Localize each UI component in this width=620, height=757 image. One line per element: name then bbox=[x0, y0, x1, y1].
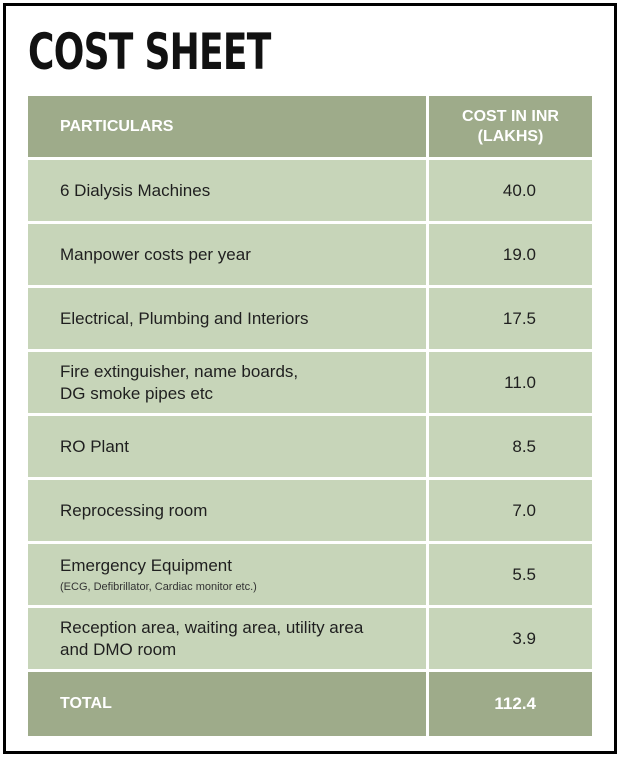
table-row-item: RO Plant bbox=[28, 416, 429, 480]
item-text-wrap: Reprocessing room bbox=[60, 500, 207, 522]
item-label: Reception area, waiting area, utility ar… bbox=[60, 617, 364, 637]
item-label: 6 Dialysis Machines bbox=[60, 180, 211, 200]
table-row-item: Reprocessing room bbox=[28, 480, 429, 544]
table-row-cost: 7.0 bbox=[429, 480, 592, 544]
total-value: 112.4 bbox=[429, 672, 592, 736]
header-cost-line1: COST IN INR bbox=[462, 107, 559, 125]
table-row-cost: 5.5 bbox=[429, 544, 592, 608]
item-text-wrap: Electrical, Plumbing and Interiors bbox=[60, 308, 309, 330]
item-text-wrap: 6 Dialysis Machines bbox=[60, 180, 210, 202]
page-title: COST SHEET bbox=[28, 23, 271, 81]
total-label: TOTAL bbox=[28, 672, 429, 736]
item-text-wrap: Emergency Equipment (ECG, Defibrillator, … bbox=[60, 555, 257, 595]
header-cost: COST IN INR (LAKHS) bbox=[429, 96, 592, 160]
item-text-wrap: Manpower costs per year bbox=[60, 244, 251, 266]
item-label: RO Plant bbox=[60, 436, 129, 456]
table-row-item: Reception area, waiting area, utility ar… bbox=[28, 608, 429, 672]
item-text-wrap: Reception area, waiting area, utility ar… bbox=[60, 617, 363, 661]
item-text-wrap: Fire extinguisher, name boards, DG smoke … bbox=[60, 361, 298, 405]
item-label: Manpower costs per year bbox=[60, 244, 251, 264]
item-text-wrap: RO Plant bbox=[60, 436, 129, 458]
cost-table: PARTICULARS COST IN INR (LAKHS) 6 Dialys… bbox=[28, 96, 592, 736]
table-row-cost: 19.0 bbox=[429, 224, 592, 288]
table-row-item: Electrical, Plumbing and Interiors bbox=[28, 288, 429, 352]
item-label: Fire extinguisher, name boards, bbox=[60, 361, 299, 381]
item-label-line2: and DMO room bbox=[60, 639, 177, 659]
item-label: Electrical, Plumbing and Interiors bbox=[60, 308, 309, 328]
item-note: (ECG, Defibrillator, Cardiac monitor etc… bbox=[60, 580, 257, 593]
table-row-item: 6 Dialysis Machines bbox=[28, 160, 429, 224]
table-row-cost: 17.5 bbox=[429, 288, 592, 352]
header-cost-line2: (LAKHS) bbox=[477, 127, 544, 145]
item-label-line2: DG smoke pipes etc bbox=[60, 383, 214, 403]
header-particulars: PARTICULARS bbox=[28, 96, 429, 160]
table-row-item: Fire extinguisher, name boards, DG smoke … bbox=[28, 352, 429, 416]
table-row-cost: 40.0 bbox=[429, 160, 592, 224]
table-row-item: Emergency Equipment (ECG, Defibrillator, … bbox=[28, 544, 429, 608]
item-label: Emergency Equipment bbox=[60, 555, 232, 575]
table-row-item: Manpower costs per year bbox=[28, 224, 429, 288]
table-row-cost: 8.5 bbox=[429, 416, 592, 480]
item-label: Reprocessing room bbox=[60, 500, 208, 520]
table-row-cost: 11.0 bbox=[429, 352, 592, 416]
table-row-cost: 3.9 bbox=[429, 608, 592, 672]
